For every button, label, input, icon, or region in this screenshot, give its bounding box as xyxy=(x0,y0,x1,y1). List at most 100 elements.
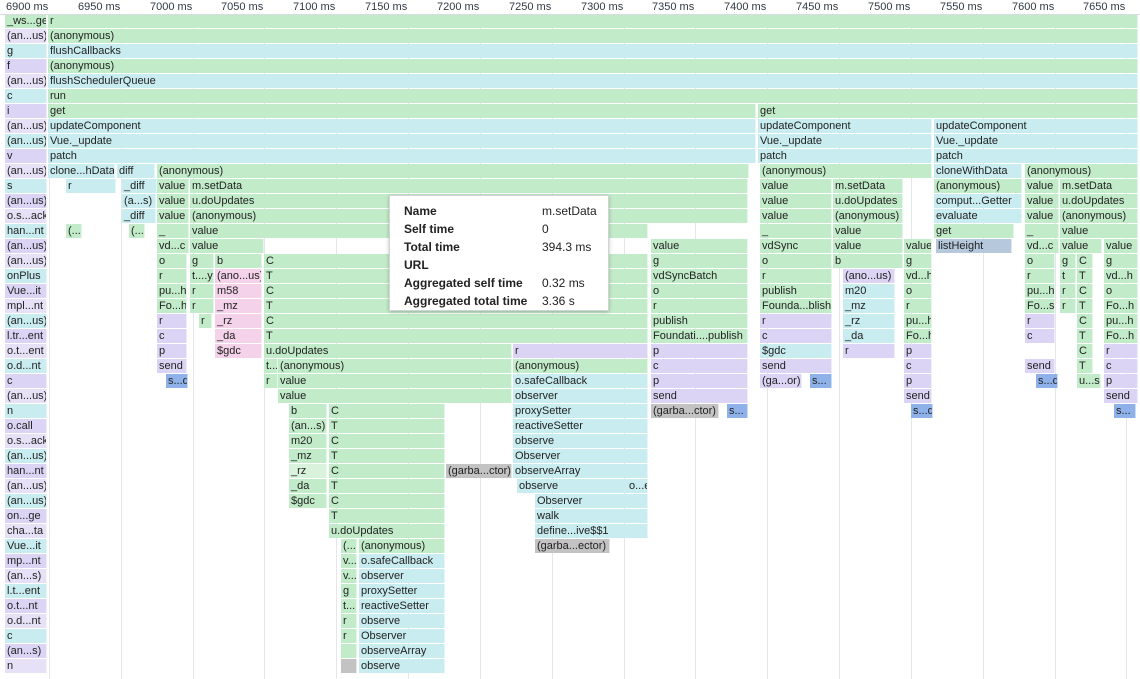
flame-frame[interactable]: g xyxy=(190,254,214,268)
flame-frame[interactable]: C xyxy=(1077,314,1093,328)
flame-frame[interactable]: _rz xyxy=(215,314,262,328)
flame-frame[interactable]: value xyxy=(1025,209,1059,223)
flame-frame[interactable]: cloneWithData xyxy=(934,164,1022,178)
flame-frame[interactable]: value xyxy=(190,239,264,253)
flame-frame[interactable]: send xyxy=(904,389,932,403)
flame-frame[interactable]: evaluate xyxy=(934,209,1022,223)
flame-frame[interactable]: observer xyxy=(513,389,648,403)
flame-frame-left[interactable]: cha...ta xyxy=(5,524,47,538)
flame-frame[interactable]: Observer xyxy=(513,449,648,463)
flame-frame[interactable]: C xyxy=(329,434,445,448)
flame-frame[interactable]: m58 xyxy=(215,284,262,298)
flame-frame[interactable]: updateComponent xyxy=(758,119,932,133)
flame-frame[interactable] xyxy=(341,644,357,658)
flame-frame[interactable]: _ xyxy=(157,224,189,238)
flame-frame[interactable]: u.doUpdates xyxy=(264,344,512,358)
flame-frame[interactable]: u.doUpdates xyxy=(1060,194,1138,208)
flame-frame[interactable]: value xyxy=(760,209,832,223)
flame-frame[interactable]: value xyxy=(760,194,832,208)
flame-frame[interactable]: r xyxy=(264,374,278,388)
flame-frame[interactable]: (anonymous) xyxy=(359,539,445,553)
flame-frame-left[interactable]: o.s...ack xyxy=(5,434,47,448)
flame-frame[interactable]: r xyxy=(190,284,214,298)
flame-frame[interactable]: _ xyxy=(1025,224,1059,238)
flame-frame[interactable]: T xyxy=(329,509,445,523)
flame-frame[interactable]: pu...h xyxy=(1025,284,1055,298)
flame-frame[interactable] xyxy=(341,659,357,673)
flame-frame[interactable]: comput...Getter xyxy=(934,194,1022,208)
flame-frame[interactable]: send xyxy=(1025,359,1055,373)
flame-frame[interactable]: walk xyxy=(535,509,648,523)
flame-frame[interactable]: v... xyxy=(341,554,357,568)
flame-frame[interactable]: _mz xyxy=(215,299,262,313)
flame-frame[interactable]: c xyxy=(651,359,748,373)
flame-frame[interactable]: m.setData xyxy=(190,179,748,193)
flame-frame-left[interactable]: n xyxy=(5,404,47,418)
flame-frame[interactable]: r xyxy=(760,314,832,328)
flame-frame-left[interactable]: s xyxy=(5,179,47,193)
flame-frame[interactable]: observeArray xyxy=(359,644,445,658)
flame-frame[interactable]: r xyxy=(513,344,648,358)
flame-frame[interactable]: observe xyxy=(513,434,648,448)
flame-frame[interactable]: t xyxy=(1060,269,1076,283)
flame-frame[interactable]: value xyxy=(157,194,189,208)
flame-frame[interactable]: clone...hData xyxy=(48,164,115,178)
flame-frame[interactable]: diff xyxy=(117,164,155,178)
flame-frame[interactable]: p xyxy=(904,374,932,388)
flame-frame[interactable]: o xyxy=(904,284,932,298)
flame-frame-left[interactable]: o.d...nt xyxy=(5,359,47,373)
flame-frame[interactable]: get xyxy=(934,224,1014,238)
flame-frame[interactable]: p xyxy=(157,344,187,358)
flame-frame[interactable]: C xyxy=(329,494,445,508)
flame-frame[interactable]: _rz xyxy=(843,314,895,328)
flame-frame-left[interactable]: Vue...it xyxy=(5,284,47,298)
flame-frame[interactable]: value xyxy=(157,209,189,223)
flame-frame[interactable]: v... xyxy=(341,569,357,583)
flame-frame[interactable]: _diff xyxy=(122,179,157,193)
flame-frame[interactable]: b xyxy=(215,254,262,268)
flame-frame-left[interactable]: mpl...nt xyxy=(5,299,47,313)
flame-frame-left[interactable]: l.tr...ent xyxy=(5,329,47,343)
flame-frame[interactable]: listHeight xyxy=(936,239,1012,253)
flame-frame-left[interactable]: (an...s) xyxy=(5,569,47,583)
flame-frame[interactable]: o xyxy=(760,254,832,268)
flame-frame[interactable]: (anonymous) xyxy=(1060,209,1138,223)
flame-frame[interactable]: observeArray xyxy=(513,464,648,478)
flame-frame[interactable]: value xyxy=(904,239,932,253)
flame-frame[interactable]: Founda...blish xyxy=(760,299,832,313)
flame-frame[interactable]: (anonymous) xyxy=(833,209,903,223)
flame-frame[interactable]: Fo...h xyxy=(157,299,187,313)
flame-frame[interactable]: value xyxy=(1060,224,1138,238)
flame-frame-left[interactable]: (an...us) xyxy=(5,29,47,43)
flame-frame[interactable]: proxySetter xyxy=(513,404,648,418)
flame-frame[interactable]: patch xyxy=(934,149,1138,163)
flame-frame-left[interactable]: c xyxy=(5,89,47,103)
flame-frame[interactable]: r xyxy=(190,299,214,313)
flame-frame[interactable]: vdSync xyxy=(760,239,832,253)
flame-frame[interactable]: (anonymous) xyxy=(513,359,648,373)
flame-frame[interactable]: o.safeCallback xyxy=(513,374,648,388)
flame-frame[interactable]: t... xyxy=(341,599,357,613)
flame-frame-left[interactable]: (an...us) xyxy=(5,119,47,133)
flame-frame[interactable]: g xyxy=(1060,254,1076,268)
flame-frame[interactable]: c xyxy=(1104,359,1138,373)
flame-frame-left[interactable]: (an...us) xyxy=(5,164,47,178)
flame-frame-left[interactable]: o.d...nt xyxy=(5,614,47,628)
flame-frame[interactable]: value xyxy=(833,224,903,238)
flame-frame[interactable]: r xyxy=(157,269,187,283)
flame-frame-left[interactable]: f xyxy=(5,59,47,73)
flame-frame[interactable]: Vue._update xyxy=(758,134,932,148)
flame-frame[interactable]: c xyxy=(157,329,187,343)
flame-frame[interactable]: vd...h xyxy=(1104,269,1138,283)
time-ruler[interactable]: 6900 ms 6950 ms 7000 ms 7050 ms 7100 ms 7150 … xyxy=(0,0,1140,15)
flame-frame[interactable]: (anonymous) xyxy=(278,359,512,373)
flame-frame-left[interactable]: n xyxy=(5,659,47,673)
flame-frame[interactable]: (ano...us) xyxy=(843,269,895,283)
flame-frame[interactable]: value xyxy=(760,179,832,193)
flame-frame[interactable]: C xyxy=(264,314,648,328)
flame-frame-left[interactable]: _ws...ge xyxy=(5,14,47,28)
flame-frame-left[interactable]: han...nt xyxy=(5,464,47,478)
flame-frame[interactable]: r xyxy=(48,14,1138,28)
flame-frame[interactable]: r xyxy=(651,299,748,313)
flame-frame[interactable]: o xyxy=(1104,284,1138,298)
